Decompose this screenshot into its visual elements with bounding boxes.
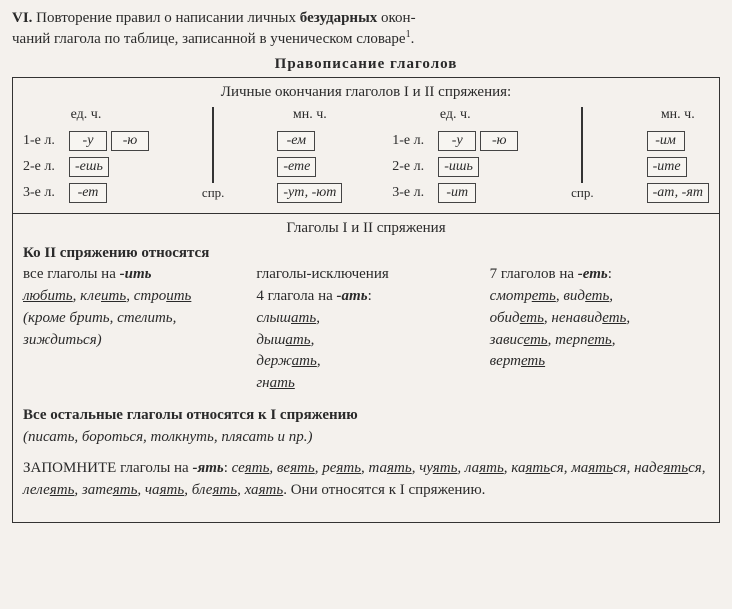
col3-colon: : [608,266,612,282]
rules-heading: Глаголы I и II спряжения [23,220,709,237]
conj1-rule: Все остальные глаголы относятся к I спря… [23,405,709,449]
ending-box: -у [69,131,107,151]
conj2-rule: Ко II спряжению относятся все глаголы на… [23,243,709,395]
ending-box: -ут, -ют [277,183,342,203]
person-1: 1-е л. [23,133,65,149]
intro-paragraph: VI. Повторение правил о написании личных… [12,8,720,50]
num-pl-1: мн. ч. [277,107,342,123]
remember-rule: ЗАПОМНИТЕ глаголы на -ять: сеять, веять,… [23,458,709,502]
col-it-verbs: все глаголы на -ить любить, клеить, стро… [23,264,242,395]
num-sg-1: ед. ч. [23,107,149,123]
remember-tail: . Они относятся к I спряжению. [283,482,485,498]
spr-label: спр. [571,185,593,201]
ending-box: -ете [277,157,316,177]
col1-bold: -ить [120,266,152,282]
ending-box: -ю [111,131,149,151]
main-title: Правописание глаголов [12,56,720,73]
conj2-singular: ед. ч. 1-е л. -у -ю 2-е л. -ишь 3-е л. -… [392,107,518,203]
remember-text: глаголы на [116,460,192,476]
conj2-sub: Ко II спряжению относятся [23,243,709,265]
ending-box: -ем [277,131,315,151]
ending-box: -им [647,131,685,151]
col3-words: смотреть, видеть,обидеть, ненавидеть,зав… [490,288,630,369]
ending-box: -ет [69,183,107,203]
col-et-verbs: 7 глаголов на -еть: смотреть, видеть,оби… [490,264,709,395]
col3-bold: -еть [578,266,608,282]
ending-box: -ишь [438,157,479,177]
ending-box: -ешь [69,157,109,177]
col1-paren: (кроме брить, стелить, зиждиться) [23,310,176,348]
num-pl-2: мн. ч. [647,107,709,123]
spr-bracket-2: спр. [568,107,596,203]
num-sg-2: ед. ч. [392,107,518,123]
col1-text: все глаголы на [23,266,120,282]
endings-heading: Личные окончания глаголов I и II спряжен… [23,84,709,101]
conj1-singular: ед. ч. 1-е л. -у -ю 2-е л. -ешь 3-е л. -… [23,107,149,203]
person-3: 3-е л. [23,185,65,201]
intro-text-1b: окон- [377,10,415,26]
conj2-plural: мн. ч. -им -ите -ат, -ят [647,107,709,203]
remember-colon: : [224,460,232,476]
conjugation-grid: ед. ч. 1-е л. -у -ю 2-е л. -ешь 3-е л. -… [23,107,709,203]
table-frame: Личные окончания глаголов I и II спряжен… [12,77,720,523]
intro-dot: . [411,31,415,47]
person-2: 2-е л. [23,159,65,175]
spr-label: спр. [202,185,224,201]
col1-examples: любить, клеить, строить [23,288,191,304]
person-3b: 3-е л. [392,185,434,201]
person-2b: 2-е л. [392,159,434,175]
col2-l1: глаголы-исключения [256,266,388,282]
rules-section: Глаголы I и II спряжения Ко II спряжению… [13,214,719,522]
ending-box: -ю [480,131,518,151]
remember-bold: -ять [192,460,223,476]
conj1-examples: (писать, бороться, толкнуть, плясать и п… [23,427,709,449]
remember-label: ЗАПОМНИТЕ [23,460,116,476]
ending-box: -ат, -ят [647,183,709,203]
ending-box: -ит [438,183,476,203]
roman-numeral: VI. [12,10,32,26]
person-1b: 1-е л. [392,133,434,149]
intro-text-1a: Повторение правил о написании личных [36,10,300,26]
col-at-verbs: глаголы-исключения 4 глагола на -ать: сл… [256,264,475,395]
spr-bracket-1: спр. [199,107,227,203]
col2-colon: : [368,288,372,304]
intro-text-2: чаний глагола по таблице, записанной в у… [12,31,406,47]
intro-bold: безударных [300,10,378,26]
col2-words: слышать,дышать,держать,гнать [256,310,320,391]
col2-l2a: 4 глагола на [256,288,336,304]
ending-box: -у [438,131,476,151]
conj1-plural: мн. ч. -ем -ете -ут, -ют [277,107,342,203]
ending-box: -ите [647,157,687,177]
col2-bold: -ать [337,288,368,304]
conj1-sub: Все остальные глаголы относятся к I спря… [23,405,709,427]
endings-section: Личные окончания глаголов I и II спряжен… [13,78,719,214]
col3-l1a: 7 глаголов на [490,266,578,282]
